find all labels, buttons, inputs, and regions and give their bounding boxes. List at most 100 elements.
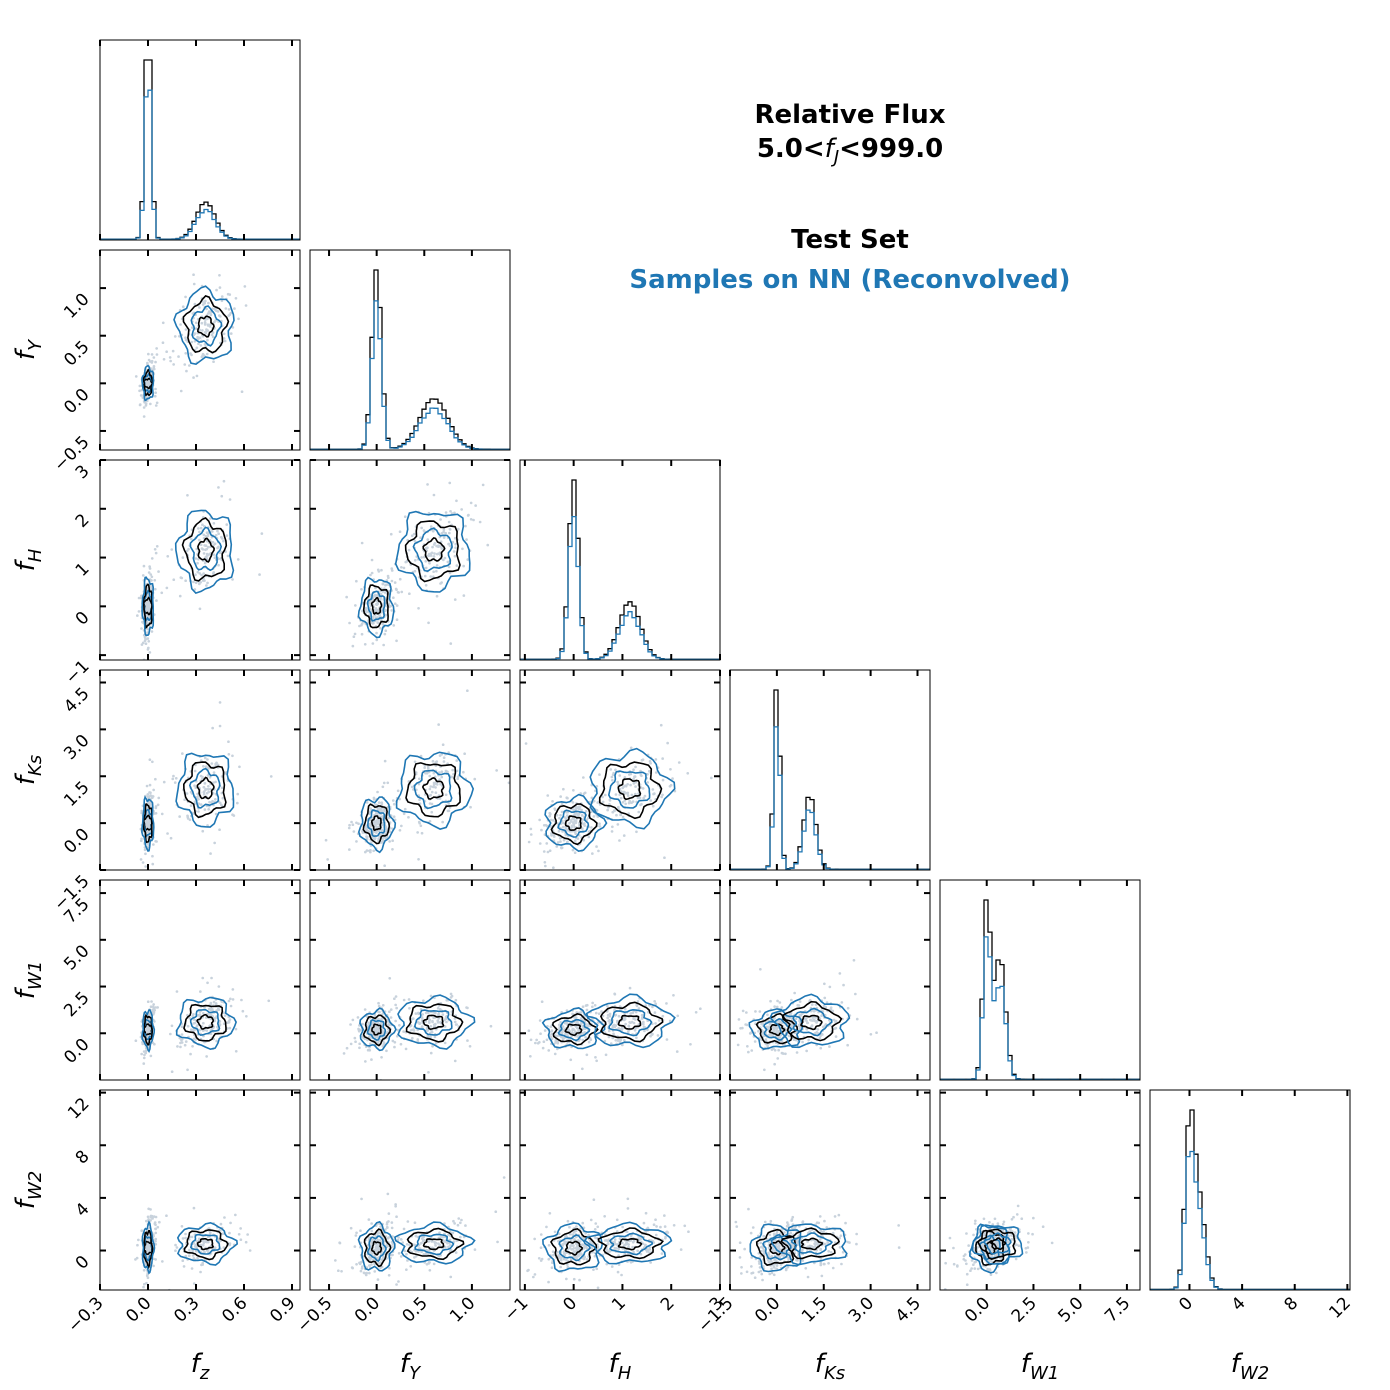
panel-frame — [519, 879, 721, 1081]
contour-level — [971, 1224, 1024, 1265]
legend-samples: Samples on NN (Reconvolved) — [629, 265, 1071, 295]
contour-level — [544, 793, 608, 852]
contour-level — [557, 1019, 591, 1042]
histogram-fz — [100, 59, 300, 240]
contour-level — [405, 1003, 464, 1043]
contour-level — [564, 1240, 584, 1256]
ylabel-Ks: fKs — [11, 755, 46, 785]
xtick-z-2: 0.3 — [170, 1293, 203, 1326]
contour-level — [422, 1014, 445, 1031]
contour-level — [394, 510, 471, 593]
contour-level — [607, 770, 651, 809]
ylabel-W2: fW2 — [11, 1171, 46, 1209]
xtick-W1-2: 5.0 — [1054, 1293, 1087, 1326]
contour-level — [422, 537, 446, 562]
contour-level — [755, 1012, 799, 1045]
panel-frame — [729, 879, 931, 1081]
samples-hist-fz — [100, 89, 300, 240]
xtick-H-0: −1 — [501, 1293, 533, 1325]
contour-level — [371, 1023, 382, 1036]
xtick-Ks-2: 1.5 — [798, 1293, 831, 1326]
contour-level — [175, 752, 235, 828]
contour-level — [362, 803, 391, 845]
panel-Ks-vs-W2 — [734, 1207, 901, 1282]
panel-frame — [519, 669, 721, 871]
contour-level — [550, 803, 598, 846]
contour-level — [413, 769, 453, 810]
ytick-Y-1: 0.0 — [60, 385, 93, 418]
title-range-low: 5.0< — [756, 134, 825, 164]
samples-hist-fW2 — [1150, 1150, 1350, 1290]
contour-level — [189, 1233, 221, 1255]
scatter-points — [524, 723, 713, 869]
scatter-points — [134, 976, 271, 1073]
scatter-points — [139, 701, 273, 868]
contour-level — [589, 747, 676, 830]
panel-Y-vs-H — [345, 481, 490, 648]
contour-level — [405, 762, 461, 818]
contour-level — [422, 1238, 445, 1251]
contour-level — [174, 509, 235, 595]
contour-level — [173, 285, 235, 366]
xlabel-H: fH — [609, 1349, 632, 1384]
contour-level — [366, 809, 386, 838]
contour-level — [142, 803, 153, 844]
samples-hist-fH — [520, 515, 720, 660]
panel-Y-vs-W2 — [334, 1176, 506, 1286]
xtick-Ks-0: −1.5 — [694, 1293, 737, 1336]
histogram-fW1 — [940, 899, 1140, 1080]
xlabel-W1: fW1 — [1021, 1349, 1059, 1384]
contour-level — [357, 1220, 396, 1272]
ytick-W2-0: 0 — [72, 1252, 94, 1274]
contour-level — [189, 526, 223, 572]
panel-frame — [99, 39, 301, 241]
ytick-Y-3: 1.0 — [60, 289, 93, 322]
contour-level — [564, 1023, 583, 1037]
xtick-Y-2: 0.5 — [399, 1293, 432, 1326]
title-variable: f — [824, 134, 834, 164]
xtick-Ks-3: 3.0 — [845, 1293, 878, 1326]
ytick-H-2: 1 — [72, 559, 94, 581]
contour-level — [541, 1007, 606, 1050]
legend-test-set: Test Set — [791, 225, 909, 255]
xtick-Y-1: 0.0 — [351, 1293, 384, 1326]
contour-level — [357, 796, 397, 854]
panel-Ks-vs-W1 — [736, 959, 878, 1072]
contour-level — [608, 1008, 653, 1037]
contour-level — [421, 777, 445, 800]
contour-level — [763, 1018, 793, 1041]
xlabel-Ks: fKs — [815, 1349, 845, 1384]
contour-level — [366, 590, 386, 622]
scatter-points — [324, 689, 510, 870]
contour-level — [780, 1227, 841, 1260]
samples-hist-fW1 — [940, 936, 1140, 1080]
ytick-W2-1: 4 — [72, 1199, 94, 1221]
contour-level — [406, 1227, 465, 1261]
ytick-W2-3: 12 — [64, 1094, 93, 1123]
panel-frame — [729, 1089, 931, 1291]
contour-level — [989, 1237, 1007, 1251]
xtick-Ks-1: 0.0 — [751, 1293, 784, 1326]
panel-frame — [99, 459, 301, 661]
panel-z-vs-Ks — [139, 701, 273, 868]
scatter-points — [334, 1176, 506, 1286]
samples-hist-fY — [310, 300, 510, 450]
contour-level — [197, 537, 215, 563]
ytick-W2-2: 8 — [72, 1147, 94, 1169]
contour-level — [183, 1229, 229, 1261]
scatter-points — [342, 977, 510, 1080]
title-range-high: <999.0 — [839, 134, 944, 164]
contour-level — [182, 294, 230, 354]
contour-level — [564, 815, 582, 832]
contour-level — [583, 1221, 673, 1265]
scatter-points — [527, 986, 702, 1071]
contour-level — [357, 576, 395, 639]
panel-Y-vs-W1 — [342, 977, 510, 1080]
xtick-H-1: 0 — [559, 1293, 581, 1315]
scatter-points — [734, 1207, 901, 1282]
contour-level — [557, 809, 590, 838]
panel-H-vs-W2 — [526, 1197, 690, 1290]
histogram-fY — [310, 269, 510, 450]
ytick-H-0: −1 — [62, 657, 94, 689]
contour-level — [183, 1003, 227, 1042]
